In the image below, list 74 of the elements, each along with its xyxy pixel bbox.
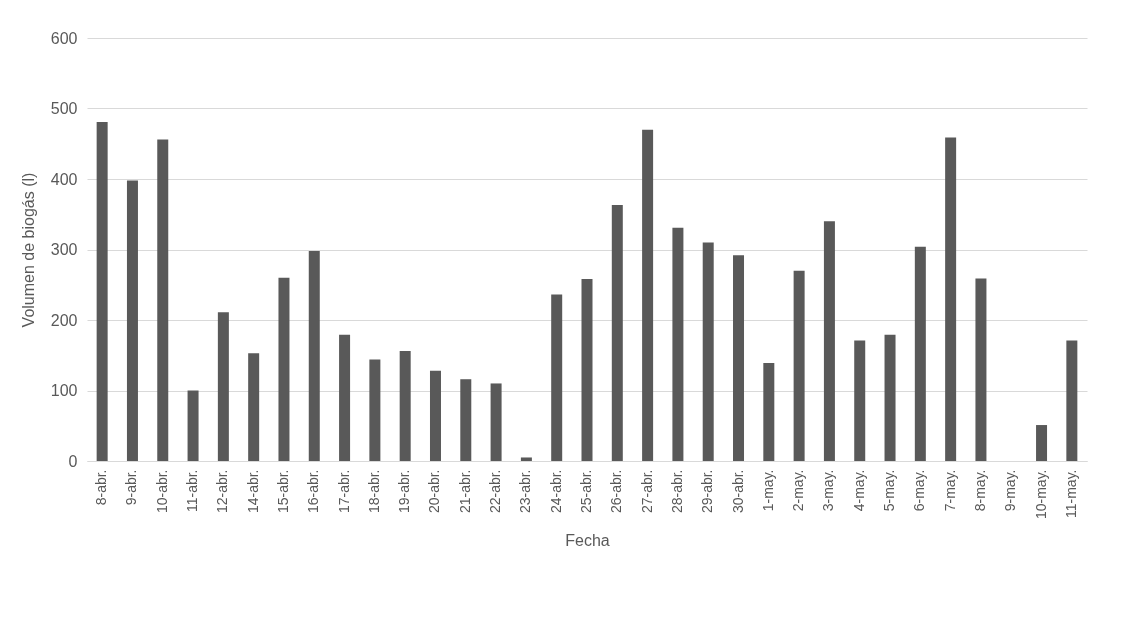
x-tick-label: 2-may.	[790, 469, 807, 512]
x-tick-label: 16-abr.	[305, 469, 322, 514]
bar	[793, 270, 805, 461]
x-tick-label: 1-may.	[759, 469, 776, 512]
bar	[520, 457, 532, 461]
y-tick-label: 500	[50, 100, 78, 117]
x-tick-label: 18-abr.	[365, 469, 382, 514]
bar	[490, 383, 502, 461]
x-tick-label: 30-abr.	[729, 469, 746, 514]
x-tick-label: 20-abr.	[426, 469, 443, 514]
x-tick-label: 10-may.	[1032, 469, 1049, 520]
bar	[581, 279, 593, 461]
bar	[945, 137, 957, 461]
x-tick-label: 27-abr.	[638, 469, 655, 514]
bar	[187, 390, 199, 461]
x-axis-title: Fecha	[565, 532, 610, 550]
x-tick-label: 17-abr.	[335, 469, 352, 514]
x-tick-label: 19-abr.	[396, 469, 413, 514]
x-tick-label: 11-abr.	[184, 469, 201, 513]
bar	[126, 180, 138, 461]
y-tick-label: 300	[50, 241, 78, 258]
y-tick-label: 400	[50, 170, 78, 188]
bar	[217, 312, 229, 461]
bar	[975, 278, 987, 461]
y-axis-title: Volumen de biogás (l)	[19, 172, 37, 328]
y-tick-label: 600	[50, 29, 78, 47]
x-tick-label: 23-abr.	[517, 469, 534, 514]
x-tick-label: 29-abr.	[699, 469, 716, 514]
x-tick-label: 28-abr.	[668, 469, 685, 514]
x-tick-label: 8-may.	[971, 469, 988, 512]
x-tick-label: 8-abr.	[93, 469, 110, 506]
y-tick-label: 100	[50, 382, 78, 399]
bar	[308, 250, 320, 461]
bar	[763, 363, 775, 461]
x-tick-label: 21-abr.	[456, 469, 473, 514]
bar	[884, 334, 896, 461]
x-tick-label: 7-may.	[941, 469, 958, 512]
bar	[611, 205, 623, 461]
y-tick-label: 200	[50, 311, 78, 329]
x-tick-label: 9-may.	[1002, 469, 1019, 512]
bar	[914, 246, 926, 461]
bar	[248, 353, 260, 461]
bar	[399, 351, 411, 461]
bar	[551, 294, 563, 461]
bar	[369, 359, 381, 461]
x-tick-label: 5-may.	[881, 469, 898, 512]
x-tick-label: 11-may.	[1062, 469, 1079, 518]
x-tick-label: 9-abr.	[123, 469, 140, 506]
x-tick-label: 12-abr.	[214, 469, 231, 514]
x-tick-label: 24-abr.	[547, 469, 564, 514]
x-tick-label: 15-abr.	[274, 469, 291, 514]
bar	[823, 221, 835, 461]
x-tick-label: 22-abr.	[487, 469, 504, 514]
bar	[642, 129, 654, 461]
x-tick-label: 3-may.	[820, 469, 837, 512]
x-tick-label: 14-abr.	[244, 469, 261, 514]
x-tick-label: 10-abr.	[153, 469, 170, 514]
bar	[157, 139, 169, 461]
bar	[672, 227, 684, 461]
x-tick-label: 6-may.	[911, 469, 928, 512]
bar	[460, 379, 472, 461]
bar	[96, 121, 108, 461]
bar	[702, 242, 714, 461]
bar	[733, 255, 745, 461]
x-tick-label: 4-may.	[850, 469, 867, 512]
bar	[429, 370, 441, 461]
x-tick-label: 25-abr.	[578, 469, 594, 514]
bar	[278, 277, 290, 461]
bar	[1066, 340, 1078, 461]
bar	[339, 334, 351, 461]
y-tick-label: 0	[68, 452, 78, 470]
bar	[1036, 425, 1048, 461]
bar	[854, 340, 866, 461]
x-tick-label: 26-abr.	[608, 469, 625, 514]
